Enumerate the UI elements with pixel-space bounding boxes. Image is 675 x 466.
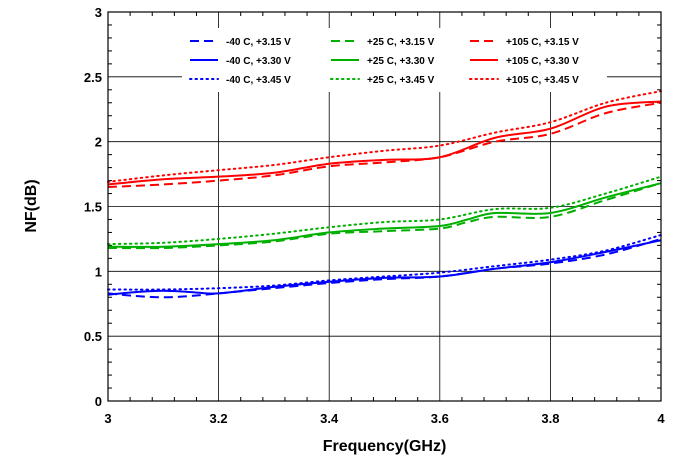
series-line [107,182,662,248]
legend-label: -40 C, +3.45 V [226,75,291,86]
minor-ticks [108,12,661,401]
y-tick-label: 3 [95,5,102,20]
y-tick-label: 1 [95,264,102,279]
plot-frame [107,11,662,402]
legend-label: +105 C, +3.30 V [506,56,579,67]
x-tick-labels: 3 3.2 3.4 3.6 3.8 4 [104,411,665,426]
y-tick-label: 0 [95,394,102,409]
legend-label: -40 C, +3.15 V [226,37,291,48]
legend: -40 C, +3.15 V -40 C, +3.30 V -40 C, +3.45… [189,37,579,86]
legend-label: +105 C, +3.45 V [506,75,579,86]
y-tick-label: 2.5 [84,70,102,85]
x-tick-label: 3.8 [541,411,559,426]
series-line [107,182,662,250]
legend-label: -40 C, +3.30 V [226,56,291,67]
x-tick-label: 3.2 [210,411,228,426]
legend-label: +25 C, +3.45 V [367,75,435,86]
legend-label: +25 C, +3.30 V [367,56,435,67]
y-tick-label: 2 [95,135,102,150]
y-tick-labels: 0 0.5 1 1.5 2 2.5 3 [84,5,102,409]
series-line [107,90,662,183]
series-line [107,175,662,246]
series-lines [107,90,662,299]
series-line [107,234,662,291]
legend-background [182,28,607,92]
legend-label: +25 C, +3.15 V [367,37,435,48]
x-tick-label: 3.6 [431,411,449,426]
y-tick-label: 0.5 [84,329,102,344]
x-axis-title: Frequency(GHz) [323,438,447,455]
series-line [107,239,662,296]
y-tick-label: 1.5 [84,200,102,215]
y-axis-title: NF(dB) [23,179,40,232]
series-line [107,100,662,186]
legend-label: +105 C, +3.15 V [506,37,579,48]
x-tick-label: 3 [104,411,111,426]
x-tick-label: 4 [657,411,665,426]
series-line [107,101,662,189]
x-tick-label: 3.4 [320,411,339,426]
